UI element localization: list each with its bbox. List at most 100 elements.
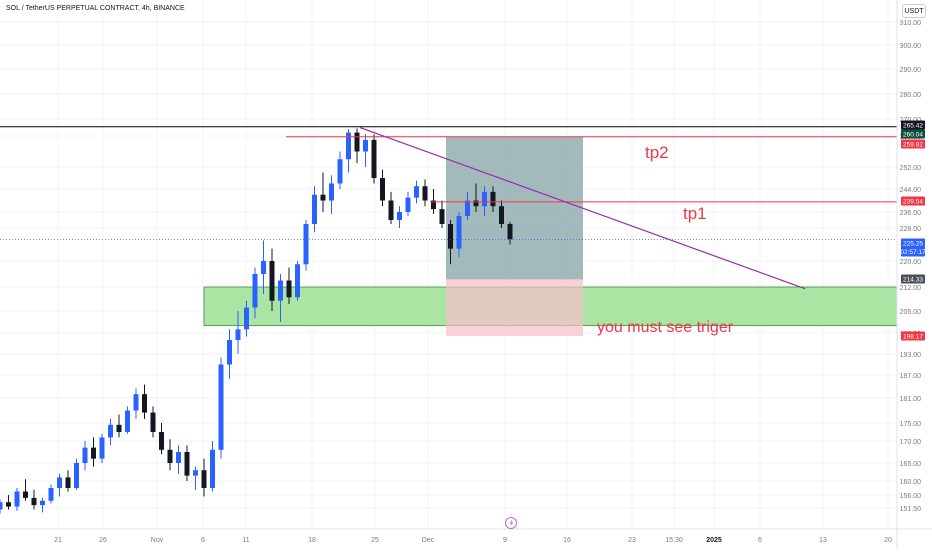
candle[interactable] (354, 128, 360, 164)
candle[interactable] (210, 441, 215, 492)
time-tick-label: 6 (758, 537, 762, 544)
candle[interactable] (363, 134, 368, 167)
candle-body (23, 491, 28, 498)
candle[interactable] (490, 186, 496, 212)
candle[interactable] (65, 470, 71, 492)
price-tick-label: 280.00 (900, 92, 922, 99)
candle[interactable] (82, 441, 88, 471)
candle[interactable] (150, 406, 156, 438)
candle[interactable] (278, 274, 283, 322)
time-axis[interactable]: 21 26 Nov 6 11 18 25 Dec 9 16 23 15:30 2025 6 13 20 (54, 537, 892, 544)
candle-body (448, 224, 453, 249)
candle[interactable] (405, 191, 411, 216)
price-label: 239.54 (901, 196, 925, 206)
candle[interactable] (193, 466, 198, 490)
candle[interactable] (397, 206, 402, 228)
candle[interactable] (133, 388, 139, 419)
candle[interactable] (40, 497, 45, 513)
candle[interactable] (295, 261, 300, 301)
candle-body (244, 307, 249, 330)
price-label-text: 214.33 (903, 277, 923, 284)
time-tick-label: 20 (884, 537, 892, 544)
annotations[interactable]: tp2 tp1 you must see triger (597, 143, 734, 336)
candle-body (456, 216, 462, 249)
candle-body (507, 224, 513, 240)
candle[interactable] (422, 179, 428, 207)
candle[interactable] (380, 169, 385, 207)
candle-body (176, 452, 181, 463)
candle-body (252, 274, 258, 308)
tp1-label[interactable]: tp1 (683, 204, 707, 223)
loss-zone[interactable] (446, 279, 583, 336)
candle[interactable] (473, 183, 479, 213)
candle[interactable] (48, 484, 54, 504)
candle-body (278, 280, 283, 301)
price-tick-label: 310.00 (900, 20, 922, 27)
candle[interactable] (439, 200, 445, 229)
candle[interactable] (499, 200, 504, 229)
tp2-label[interactable]: tp2 (645, 143, 669, 162)
candle-body (6, 502, 11, 507)
trendline[interactable] (359, 126, 806, 290)
chart-title: SOL / TetherUS PERPETUAL CONTRACT, 4h, B… (6, 5, 185, 12)
candle[interactable] (456, 212, 462, 257)
candle-body (227, 340, 232, 365)
candle[interactable] (91, 437, 96, 467)
candle[interactable] (31, 489, 37, 510)
candle[interactable] (244, 300, 249, 337)
candle[interactable] (108, 418, 113, 446)
candle[interactable] (201, 458, 207, 497)
candle[interactable] (74, 458, 79, 490)
candle[interactable] (142, 384, 147, 419)
candle[interactable] (320, 172, 326, 213)
candle[interactable] (235, 311, 241, 354)
lightning-icon[interactable] (505, 517, 517, 529)
candle[interactable] (286, 267, 292, 305)
price-label-text: 260.04 (903, 132, 923, 139)
candle[interactable] (303, 220, 309, 271)
candle[interactable] (269, 248, 275, 311)
candle[interactable] (507, 222, 513, 245)
candles[interactable] (0, 128, 513, 514)
candle-body (490, 191, 496, 207)
candle[interactable] (388, 191, 394, 224)
candle[interactable] (218, 357, 224, 459)
candle[interactable] (159, 423, 164, 455)
candle[interactable] (448, 220, 453, 265)
candle-body (354, 132, 360, 152)
candle-body (269, 261, 275, 301)
candle[interactable] (167, 439, 173, 471)
price-label-bg (901, 238, 925, 257)
candle-body (405, 197, 411, 212)
candle[interactable] (99, 433, 105, 463)
candle-body (235, 329, 241, 340)
candle[interactable] (57, 473, 62, 497)
candle[interactable] (371, 134, 377, 184)
candle[interactable] (261, 240, 266, 294)
candle[interactable] (14, 488, 20, 511)
candle[interactable] (252, 267, 258, 319)
candle[interactable] (176, 445, 181, 474)
candle[interactable] (337, 151, 343, 190)
drawings-lines[interactable] (0, 126, 897, 290)
candle[interactable] (312, 186, 317, 233)
trigger-note[interactable]: you must see triger (597, 319, 734, 336)
time-tick-label: 9 (503, 537, 507, 544)
candle[interactable] (116, 414, 122, 438)
candle-body (303, 224, 309, 265)
candle[interactable] (0, 499, 3, 514)
candle[interactable] (414, 180, 419, 204)
candle-body (125, 410, 130, 432)
candle[interactable] (329, 175, 334, 214)
candle[interactable] (465, 191, 470, 220)
candle[interactable] (6, 495, 11, 510)
candle[interactable] (23, 479, 28, 501)
candle[interactable] (227, 329, 232, 379)
candle[interactable] (125, 406, 130, 434)
price-label: 260.04 (901, 129, 925, 139)
currency-button[interactable]: USDT (902, 4, 926, 18)
candle[interactable] (482, 186, 487, 216)
candle[interactable] (184, 445, 190, 481)
